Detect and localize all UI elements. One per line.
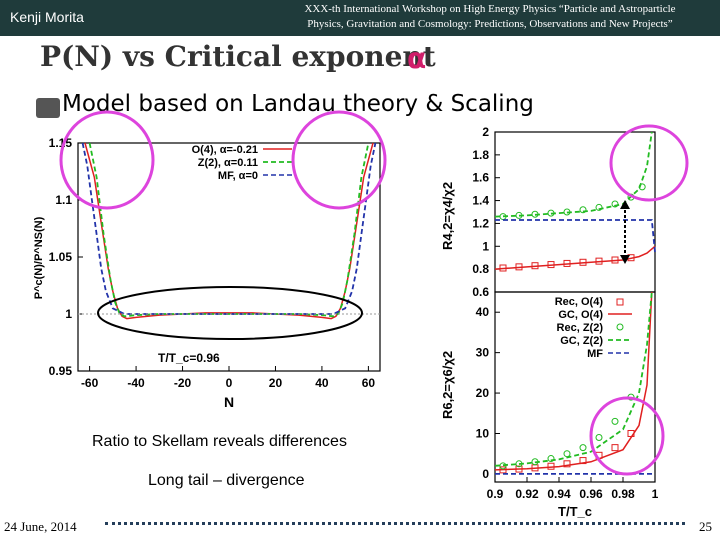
tr-ytick-label: 1 — [482, 239, 489, 253]
header-bar: Kenji Morita XXX-th International Worksh… — [0, 0, 720, 36]
tr-ytick-label: 2 — [482, 125, 489, 139]
workshop-title: XXX-th International Workshop on High En… — [270, 2, 710, 32]
arrow-head-down — [620, 255, 630, 264]
left-ytick-label: 0.95 — [49, 364, 73, 378]
br-series-rec-z-2--point — [595, 434, 603, 442]
br-series-gc-o-4--line — [494, 291, 653, 471]
tr-series-gc-o-4--line — [494, 245, 656, 270]
left-xtick-label: 20 — [269, 376, 283, 390]
legend-z2: Z(2), α=0.11 — [198, 157, 258, 169]
left-legend: O(4), α=-0.21 Z(2), α=0.11 MF, α=0 — [192, 144, 292, 182]
tr-series-gc-z-2--line — [494, 131, 653, 218]
tr-ytick-label: 1.2 — [472, 216, 489, 230]
br-ytick-label: 30 — [476, 346, 490, 360]
br-xtick-label: 0.92 — [515, 487, 539, 501]
br-series-rec-z-2--point — [611, 417, 619, 425]
left-ytick-label: 1 — [65, 307, 72, 321]
br-ytick-label: 10 — [476, 426, 490, 440]
slide-subtitle: Model based on Landau theory & Scaling — [62, 91, 534, 117]
tr-series-rec-z-2--point — [579, 206, 587, 214]
tr-series-rec-z-2--point — [595, 203, 603, 211]
workshop-line-2: Physics, Gravitation and Cosmology: Pred… — [307, 18, 673, 30]
bottom-right-plot: 0 10 20 30 40 0.9 0.92 0.94 0.96 0.98 1 — [476, 291, 659, 501]
left-xtick-label: -60 — [81, 376, 99, 390]
left-xlabel: N — [224, 394, 234, 410]
highlight-circle-left-edge — [59, 110, 155, 210]
br-xtick-label: 0.98 — [611, 487, 635, 501]
right-legend: Rec, O(4) GC, O(4) Rec, Z(2) GC, Z(2) MF — [555, 296, 632, 360]
alpha-symbol: α — [407, 42, 427, 75]
left-xtick-label: -20 — [174, 376, 192, 390]
bottom-right-plot-frame — [494, 291, 656, 483]
br-xlabel: T/T_c — [558, 504, 592, 519]
br-series-rec-z-2--point — [579, 444, 587, 452]
left-xtick-label: 40 — [315, 376, 329, 390]
note-long-tail: Long tail – divergence — [148, 472, 305, 489]
page-number: 25 — [699, 519, 712, 534]
br-series-rec-o-4--point — [547, 462, 555, 470]
legend-rec-o4: Rec, O(4) — [555, 296, 604, 308]
br-series-gc-z-2--line — [494, 291, 653, 467]
tr-ytick-label: 1.6 — [472, 171, 489, 185]
br-xtick-label: 1 — [652, 487, 659, 501]
bullet-icon — [36, 98, 60, 118]
legend-rec-z2: Rec, Z(2) — [557, 322, 604, 334]
tr-series-rec-z-2--point — [611, 200, 619, 208]
left-ytick-label: 1.1 — [55, 193, 72, 207]
legend-rec-z2-marker — [616, 323, 624, 331]
tr-ytick-label: 0.8 — [472, 262, 489, 276]
br-ytick-label: 20 — [476, 386, 490, 400]
tr-ytick-label: 0.6 — [472, 285, 489, 299]
left-xtick-label: 0 — [226, 376, 233, 390]
highlight-circle-right-edge — [291, 110, 387, 210]
legend-mf-right: MF — [587, 348, 603, 360]
br-series-rec-o-4--point — [611, 444, 619, 452]
legend-gc-z2: GC, Z(2) — [560, 335, 603, 347]
legend-o4: O(4), α=-0.21 — [192, 144, 258, 156]
br-xtick-label: 0.96 — [579, 487, 603, 501]
author-name: Kenji Morita — [10, 9, 84, 25]
slide-title: P(N) vs Critical exponent — [40, 40, 436, 73]
tr-ytick-label: 1.8 — [472, 148, 489, 162]
arrow-head-up — [620, 200, 630, 209]
highlight-circle-bottom-right — [589, 396, 665, 476]
legend-gc-o4: GC, O(4) — [558, 309, 603, 321]
br-series-rec-z-2--point — [547, 455, 555, 463]
tr-ylabel: R4,2=χ4/χ2 — [440, 182, 455, 250]
left-series-z-2-0-11-line — [88, 142, 370, 318]
workshop-line-1: XXX-th International Workshop on High En… — [304, 3, 676, 15]
br-ytick-label: 0 — [482, 467, 489, 481]
left-ylabel: P^c(N)/P^NS(N) — [33, 216, 45, 299]
left-ytick-label: 1.05 — [49, 250, 73, 264]
note-ratio: Ratio to Skellam reveals differences — [92, 433, 347, 450]
br-series-rec-o-4--point — [563, 460, 571, 468]
highlight-circle-top-right — [609, 124, 689, 202]
footer-date: 24 June, 2014 — [4, 519, 77, 534]
left-series-mf-0-line — [81, 142, 377, 315]
footer-divider — [105, 522, 685, 525]
br-ylabel: R6,2=χ6/χ2 — [440, 351, 455, 419]
left-xtick-label: 60 — [362, 376, 376, 390]
highlight-ellipse-center — [97, 286, 363, 340]
br-ytick-label: 40 — [476, 305, 490, 319]
tr-ytick-label: 1.4 — [472, 194, 489, 208]
legend-mf: MF, α=0 — [218, 170, 258, 182]
tr-series-mf-line — [495, 219, 656, 253]
left-ytick-label: 1.15 — [49, 136, 73, 150]
top-right-plot: 0.6 0.8 1 1.2 1.4 1.6 1.8 2 — [472, 125, 656, 299]
left-xtick-label: -40 — [127, 376, 145, 390]
legend-rec-o4-marker — [616, 298, 624, 306]
br-xtick-label: 0.94 — [547, 487, 571, 501]
br-xtick-label: 0.9 — [487, 487, 504, 501]
left-annotation: T/T_c=0.96 — [158, 351, 220, 365]
left-plot: 0.95 1 1.05 1.1 1.15 -60 -40 -20 0 20 40 60 — [49, 136, 380, 390]
br-series-rec-z-2--point — [563, 450, 571, 458]
